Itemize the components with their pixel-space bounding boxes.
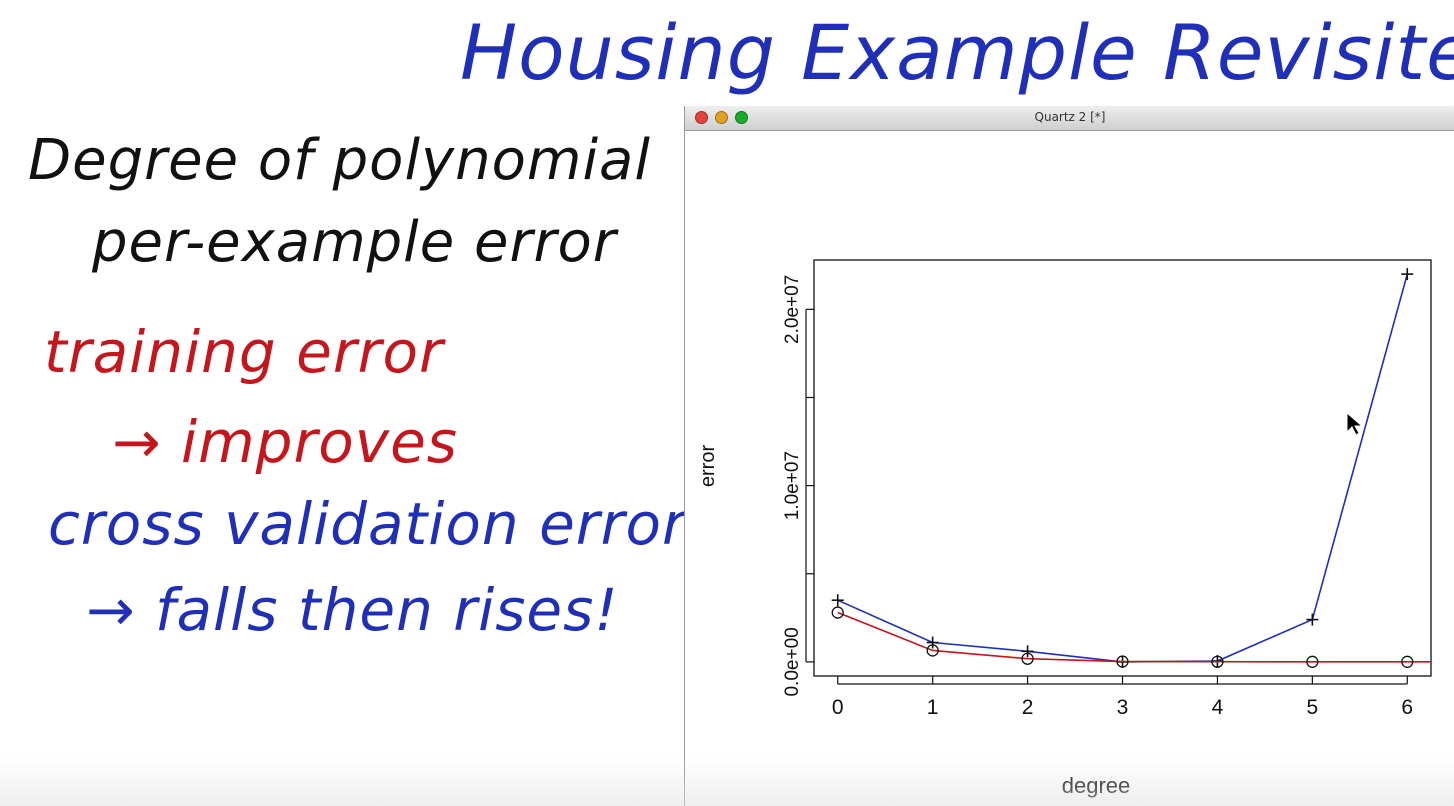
data-point-plus (926, 636, 939, 649)
note-improves: → improves (112, 408, 459, 476)
data-point-plus (1401, 268, 1414, 281)
quartz-window: Quartz 2 [*] 0 1 2 3 4 5 6 0.0e+00 1.0e+07 2.0e+0… (684, 106, 1454, 806)
data-point-plus (1021, 645, 1034, 658)
note-falls-then-rises: → falls then rises! (86, 576, 619, 644)
x-tick-label: 1 (927, 696, 939, 719)
data-point-circle (1401, 655, 1414, 668)
series-line-1 (837, 273, 1409, 663)
series-line-2 (837, 611, 1408, 663)
close-icon[interactable] (695, 111, 708, 124)
data-point-circle (926, 644, 939, 657)
x-tick-label: 5 (1307, 696, 1319, 719)
chart-axes: 0 1 2 3 4 5 6 0.0e+00 1.0e+07 2.0e+07 (782, 259, 1432, 719)
data-point-circle (1306, 655, 1319, 668)
chart-series (831, 268, 1431, 668)
x-tick-label: 2 (1022, 696, 1034, 719)
x-tick-label: 4 (1212, 696, 1224, 719)
minimize-icon[interactable] (715, 111, 728, 124)
data-point-circle (831, 606, 844, 619)
y-axis-label: error (697, 445, 719, 488)
y-tick-label: 1.0e+07 (782, 451, 803, 520)
x-tick-label: 3 (1117, 696, 1129, 719)
x-axis-label: degree (1062, 773, 1131, 798)
slide-title: Housing Example Revisited (460, 8, 1454, 97)
x-tick-label: 6 (1401, 696, 1413, 719)
data-point-circle (1116, 655, 1129, 668)
maximize-icon[interactable] (735, 111, 748, 124)
note-per-example-error: per-example error (92, 210, 617, 275)
plot-frame (813, 259, 1432, 677)
data-point-plus (1306, 613, 1319, 626)
error-chart: 0 1 2 3 4 5 6 0.0e+00 1.0e+07 2.0e+07 degree erro… (697, 259, 1432, 798)
window-title: Quartz 2 [*] (1034, 110, 1106, 124)
window-titlebar[interactable]: Quartz 2 [*] (685, 106, 1454, 131)
note-training-error: training error (44, 318, 444, 386)
note-cross-validation-error: cross validation error (48, 490, 687, 558)
data-point-circle (1211, 655, 1224, 668)
data-point-circle (1021, 652, 1034, 665)
y-tick-label: 2.0e+07 (782, 275, 803, 344)
data-point-plus (831, 594, 844, 607)
y-tick-label: 0.0e+00 (782, 627, 803, 696)
note-degree-of-polynomial: Degree of polynomial (28, 128, 651, 193)
cursor-icon (1346, 411, 1364, 436)
x-tick-label: 0 (832, 696, 844, 719)
